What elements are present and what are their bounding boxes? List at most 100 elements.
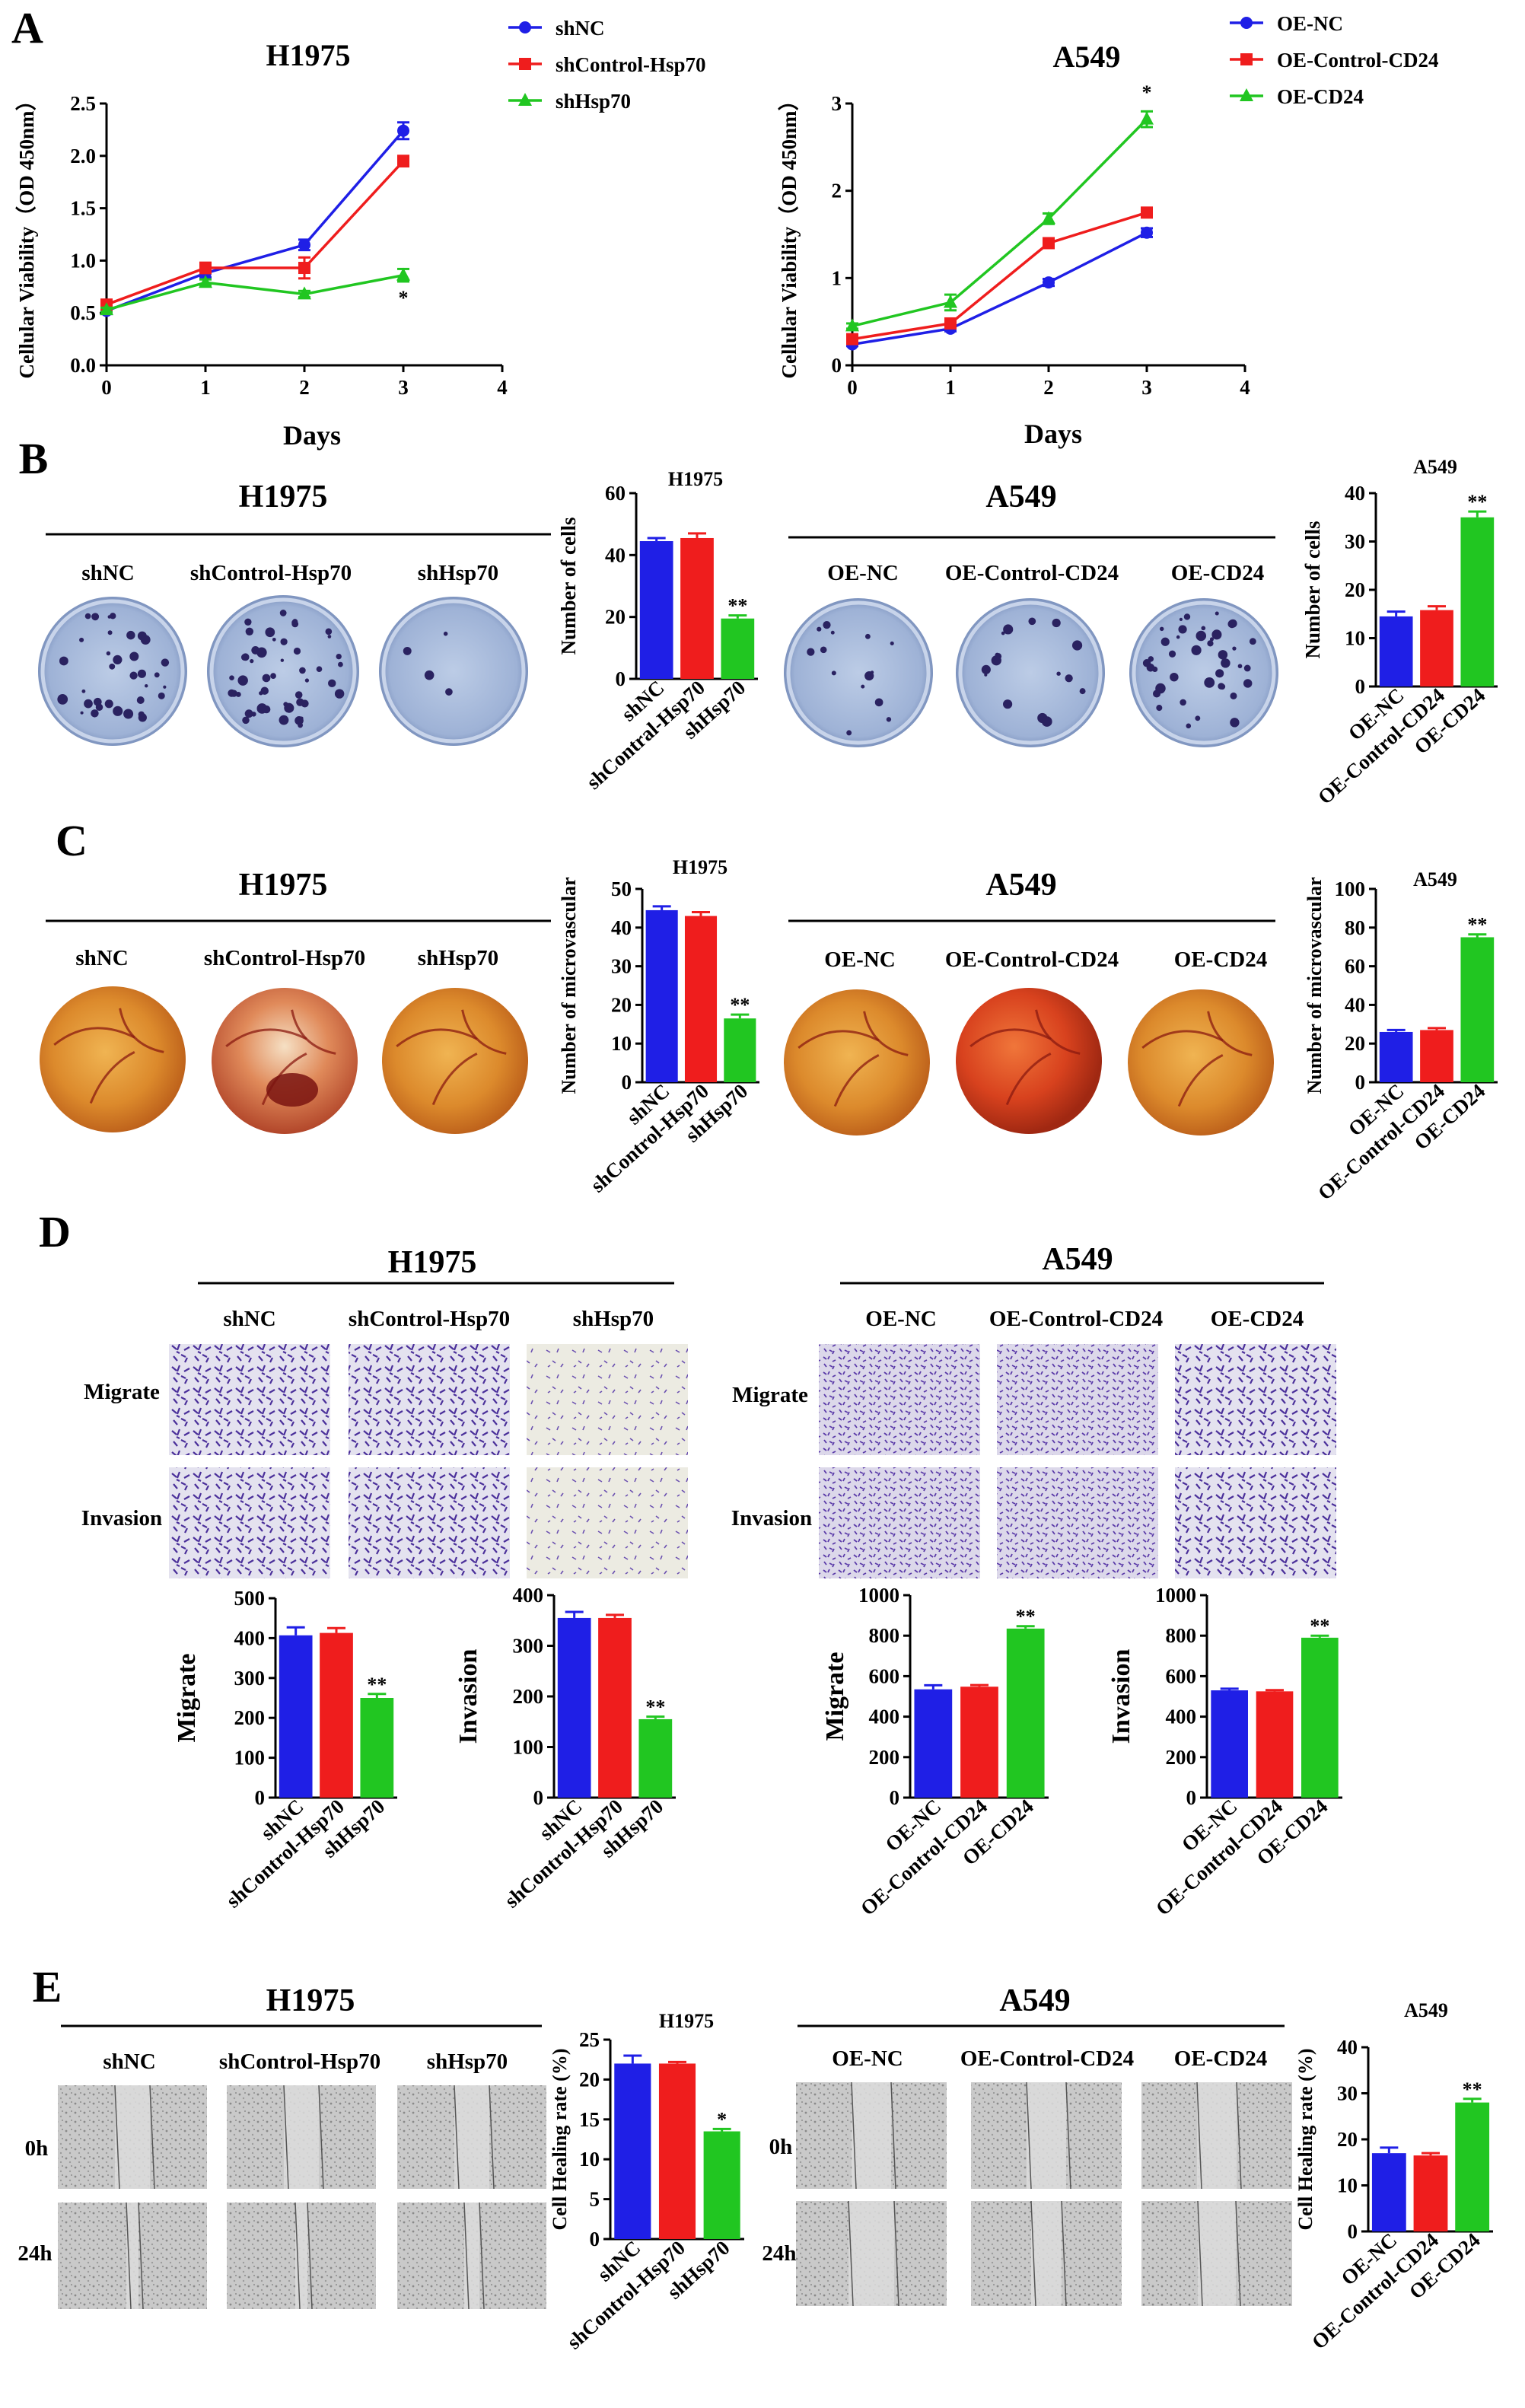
d-image-shcontrol-migrate	[349, 1344, 510, 1455]
colony	[1001, 631, 1005, 635]
colony	[113, 655, 123, 664]
colony	[304, 678, 310, 683]
significance-mark: *	[1142, 81, 1152, 104]
d-image-shcontrol-invasion	[349, 1467, 510, 1578]
scratch-edge	[848, 2200, 854, 2307]
e-h1975-column-label: shHsp70	[427, 2050, 508, 2074]
c-egg-shcontrol	[212, 988, 358, 1134]
bar	[1420, 1030, 1453, 1082]
x-tick-label: 3	[398, 376, 409, 399]
colony	[1056, 671, 1061, 676]
colony	[292, 619, 298, 625]
colony	[1218, 650, 1228, 660]
colony	[109, 663, 116, 670]
c-a549-column-label: OE-Control-CD24	[945, 948, 1119, 972]
x-tick-label: 4	[1240, 376, 1250, 399]
colony	[1219, 683, 1226, 690]
y-tick-label: 600	[1166, 1664, 1197, 1687]
y-tick-label: 400	[1166, 1706, 1197, 1728]
blood-vessel	[119, 1008, 164, 1053]
bar	[1460, 937, 1495, 1082]
legend-label: OE-Control-CD24	[1277, 49, 1439, 72]
colony	[1243, 679, 1253, 688]
colony	[807, 648, 815, 656]
y-tick-label: 20	[1337, 2128, 1358, 2151]
d-row-label-invasion: Invasion	[731, 1506, 812, 1530]
bar-chart-C_A549: 020406080100OE-NCOE-Control-CD24**OE-CD2…	[1304, 868, 1498, 1205]
colony	[280, 638, 288, 645]
y-tick-label: 1000	[858, 1584, 899, 1607]
y-tick-label: 3	[832, 92, 842, 115]
bar	[638, 1718, 673, 1798]
y-tick-label: 0	[255, 1786, 266, 1809]
y-tick-label: 40	[611, 916, 632, 939]
colony	[91, 709, 99, 718]
y-axis-label: Migrate	[173, 1653, 201, 1742]
e-row-label-0h: 0h	[769, 2135, 793, 2159]
y-tick-label: 800	[1166, 1624, 1197, 1647]
blood-spot	[266, 1073, 318, 1107]
data-point	[1042, 211, 1055, 225]
colony	[145, 683, 148, 688]
y-tick-label: 100	[1335, 878, 1366, 900]
b-h1975-column-label: shControl-Hsp70	[190, 561, 352, 585]
colony	[301, 699, 309, 708]
data-point	[944, 295, 957, 308]
colony	[1230, 692, 1237, 699]
bar	[724, 1018, 756, 1082]
data-point	[944, 317, 957, 330]
significance-mark: **	[1016, 1606, 1036, 1628]
chart-title: H1975	[266, 38, 350, 72]
y-axis-label: Cellular Viability（OD 450nm）	[778, 90, 801, 378]
chorioallantoic-membrane	[382, 988, 528, 1134]
scratch-edge	[851, 2082, 857, 2190]
colony	[1195, 715, 1201, 721]
blood-vessel	[291, 1009, 336, 1055]
y-tick-label: 0	[1186, 1786, 1197, 1809]
colony	[1201, 626, 1206, 631]
e-row-label-24h: 24h	[18, 2241, 52, 2266]
y-tick-label: 800	[869, 1624, 900, 1647]
colony	[140, 635, 151, 645]
colony	[240, 654, 248, 661]
y-tick-label: 10	[1337, 2174, 1358, 2197]
colony	[1211, 629, 1222, 640]
colony	[1204, 677, 1215, 688]
significance-mark: **	[727, 595, 747, 617]
c-a549-column-label: OE-CD24	[1174, 948, 1267, 972]
colony	[886, 717, 892, 722]
data-point	[298, 286, 311, 300]
colony	[283, 702, 288, 707]
y-tick-label: 60	[605, 482, 626, 505]
bar	[1460, 517, 1495, 686]
panel-letter-d: D	[39, 1207, 71, 1257]
e-image-shhsp70-24h	[397, 2202, 546, 2310]
colony	[79, 637, 84, 642]
colony	[325, 628, 333, 635]
bar	[1420, 610, 1453, 686]
y-tick-label: 400	[234, 1626, 266, 1649]
y-tick-label: 500	[234, 1587, 266, 1610]
colony	[338, 661, 343, 667]
b-dish-oecontrol	[956, 598, 1105, 747]
bar	[1455, 2102, 1490, 2231]
c-a549-column-label: OE-NC	[824, 948, 895, 972]
y-axis-label: Number of cells	[557, 518, 580, 655]
y-tick-label: 80	[1345, 916, 1365, 939]
e-a549-title: A549	[999, 1983, 1070, 2018]
e-image-shhsp70-0h	[397, 2085, 546, 2190]
colony	[251, 712, 256, 717]
y-tick-label: 20	[1345, 578, 1365, 601]
colony	[95, 703, 103, 711]
b-h1975-column-label: shHsp70	[418, 561, 498, 585]
bar	[960, 1687, 998, 1798]
data-point	[1141, 226, 1153, 239]
significance-mark: **	[1463, 2078, 1482, 2101]
data-point	[199, 275, 212, 288]
y-tick-label: 50	[611, 878, 632, 900]
colony	[1168, 650, 1176, 658]
legend-marker	[519, 58, 531, 70]
d-row-label-invasion: Invasion	[81, 1506, 162, 1530]
colony	[260, 686, 269, 695]
colony	[84, 699, 93, 709]
